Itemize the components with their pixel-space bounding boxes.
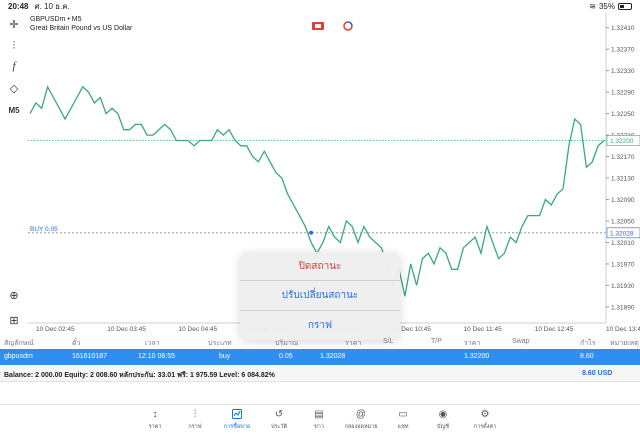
position-row[interactable]: gbpusdm 161610187 12:10 08:55 buy 0.05 1… (0, 349, 640, 365)
wifi-icon: ≋ (589, 2, 596, 11)
x-tick-label: 10 Dec 13:4 (606, 326, 640, 333)
bottom-tab-bar: ↕ ราคา ⫶ กราฟ การซื้อขาย ↺ ประวัติ ▤ ข่าว @ ก… (0, 404, 640, 447)
sync-icon[interactable] (342, 18, 354, 31)
new-order-icon[interactable]: ⊞ (9, 314, 19, 327)
col-header: ตั๋ว (72, 340, 81, 347)
y-tick-label: 1.32250 (611, 111, 635, 118)
crosshair-icon[interactable]: ✛ (9, 18, 19, 31)
col-header: ราคา (345, 340, 362, 347)
y-tick-label: 1.32010 (611, 240, 635, 247)
col-header: เวลา (145, 340, 160, 347)
function-icon[interactable]: f (12, 60, 16, 72)
one-click-trading-icon[interactable] (312, 18, 324, 30)
tab-trade[interactable]: การซื้อขาย (219, 409, 255, 431)
y-tick-label: 1.32130 (611, 176, 635, 183)
news-icon: ▤ (314, 409, 324, 420)
account-summary: Balance: 2 000.00 Equity: 2 008.60 หลักป… (0, 367, 640, 382)
chat-icon: ▭ (398, 409, 408, 420)
col-header: ปริมาณ (275, 340, 299, 347)
x-tick-label: 10 Dec 12:45 (535, 326, 574, 333)
close-position-button[interactable]: ปิดสถานะ (240, 252, 400, 282)
y-tick-label: 1.32330 (611, 68, 635, 75)
quotes-icon: ↕ (152, 409, 158, 420)
position-symbol: gbpusdm (4, 353, 33, 360)
col-header: Swap (512, 338, 530, 345)
col-header: หมายเหตุ (610, 340, 639, 347)
buy-price-label: 1.32028 (610, 230, 634, 237)
symbol-name: GBPUSDm • M5 (30, 16, 82, 23)
trade-table-header: สัญลักษณ์ ตั๋ว เวลา ประเภท ปริมาณ ราคา S… (0, 337, 640, 348)
status-bar: 20:48 ศ. 10 ธ.ค. ≋ 35% (0, 0, 640, 13)
tab-chat[interactable]: ▭ แชท (385, 409, 421, 431)
account-icon: ◉ (438, 409, 448, 420)
col-header: ราคา (464, 340, 481, 347)
y-tick-label: 1.31930 (611, 283, 635, 290)
position-open-price: 1.32028 (320, 353, 346, 360)
symbol-info: GBPUSDm • M5 Great Britain Pound vs US D… (30, 15, 132, 33)
zoom-icon[interactable]: ⊕ (9, 289, 19, 302)
x-tick-label: 10 Dec 04:45 (179, 326, 218, 333)
col-header: สัญลักษณ์ (4, 340, 34, 347)
position-type: buy (219, 353, 231, 360)
position-time: 12:10 08:55 (138, 353, 175, 360)
x-tick-label: 10 Dec 11:45 (464, 326, 503, 333)
timeframe-button[interactable]: M5 (8, 105, 20, 115)
tab-settings[interactable]: ⚙ การตั้งค่า (467, 409, 503, 431)
x-tick-label: 10 Dec 10:45 (392, 326, 431, 333)
tab-quotes[interactable]: ↕ ราคา (137, 409, 173, 431)
modify-position-button[interactable]: ปรับเปลี่ยนสถานะ (240, 281, 400, 311)
tab-chart[interactable]: ⫶ กราฟ (177, 409, 213, 431)
mail-icon: @ (355, 409, 367, 420)
gear-icon: ⚙ (480, 409, 490, 420)
tab-news[interactable]: ▤ ข่าว (301, 409, 337, 431)
col-header: S/L (383, 338, 394, 345)
y-tick-label: 1.32170 (611, 154, 635, 161)
current-price-label: 1.32200 (610, 138, 634, 145)
position-current-price: 1.32200 (464, 353, 490, 360)
x-tick-label: 10 Dec 03:45 (107, 326, 146, 333)
buy-price-box (606, 227, 640, 239)
col-header: กำไร (580, 340, 596, 347)
indicators-icon[interactable]: ⫶ (12, 39, 16, 52)
symbol-description: Great Britain Pound vs US Dollar (30, 25, 133, 32)
buy-level-label: BUY 0.05 (30, 226, 58, 233)
chart-button[interactable]: กราฟ (307, 319, 333, 331)
col-header: ประเภท (208, 340, 232, 347)
y-tick-label: 1.31970 (611, 261, 635, 268)
y-tick-label: 1.32410 (611, 25, 635, 32)
tab-account[interactable]: ◉ บัญชี (425, 409, 461, 431)
y-tick-label: 1.32290 (611, 90, 635, 97)
tab-history[interactable]: ↺ ประวัติ (261, 409, 297, 431)
balance-text: Balance: 2 000.00 Equity: 2 008.60 หลักป… (4, 372, 275, 379)
status-date: ศ. 10 ธ.ค. (34, 2, 70, 11)
x-tick-label: 10 Dec 02:45 (36, 326, 75, 333)
objects-icon[interactable]: ◇ (9, 82, 19, 95)
position-profit: 8.60 (580, 353, 594, 360)
col-header: T/P (431, 338, 442, 345)
status-time: 20:48 (8, 2, 29, 11)
trade-icon (219, 409, 255, 421)
chart-toolbar: ✛ ⫶ f ◇ M5 ⊕ ⊞ (0, 13, 28, 333)
position-action-menu: ปิดสถานะ ปรับเปลี่ยนสถานะ กราฟ (240, 252, 400, 340)
battery-percent: 35% (598, 2, 615, 11)
y-tick-label: 1.32050 (611, 219, 635, 226)
y-tick-label: 1.32370 (611, 47, 635, 54)
history-icon: ↺ (274, 409, 284, 420)
battery-icon (618, 3, 632, 10)
y-tick-label: 1.31890 (611, 304, 635, 311)
chart-icon: ⫶ (193, 409, 197, 420)
total-profit: 8.60 USD (582, 370, 613, 377)
tab-mailbox[interactable]: @ กล่องจดหมาย (344, 409, 378, 430)
position-ticket: 161610187 (72, 353, 108, 360)
y-tick-label: 1.32090 (611, 197, 635, 204)
current-price-box (606, 135, 640, 146)
entry-marker (309, 230, 314, 235)
position-volume: 0.05 (279, 353, 293, 360)
